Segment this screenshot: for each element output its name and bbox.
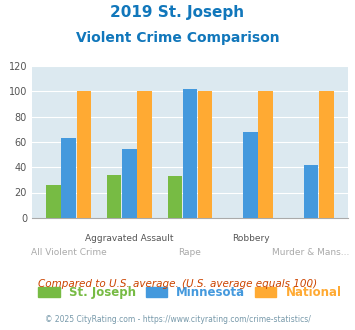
- Bar: [122, 149, 137, 218]
- Text: All Violent Crime: All Violent Crime: [31, 248, 106, 257]
- Legend: St. Joseph, Minnesota, National: St. Joseph, Minnesota, National: [34, 281, 346, 304]
- Bar: [168, 176, 182, 218]
- Text: © 2025 CityRating.com - https://www.cityrating.com/crime-statistics/: © 2025 CityRating.com - https://www.city…: [45, 315, 310, 324]
- Bar: [107, 175, 121, 218]
- Text: 2019 St. Joseph: 2019 St. Joseph: [110, 5, 245, 20]
- Bar: [77, 91, 91, 218]
- Bar: [319, 91, 334, 218]
- Bar: [61, 138, 76, 218]
- Text: Robbery: Robbery: [232, 235, 269, 244]
- Bar: [304, 165, 318, 218]
- Text: Violent Crime Comparison: Violent Crime Comparison: [76, 31, 279, 45]
- Text: Compared to U.S. average. (U.S. average equals 100): Compared to U.S. average. (U.S. average …: [38, 279, 317, 289]
- Bar: [137, 91, 152, 218]
- Bar: [46, 185, 61, 218]
- Bar: [243, 132, 258, 218]
- Text: Rape: Rape: [179, 248, 201, 257]
- Bar: [183, 89, 197, 218]
- Text: Murder & Mans...: Murder & Mans...: [272, 248, 350, 257]
- Bar: [258, 91, 273, 218]
- Text: Aggravated Assault: Aggravated Assault: [85, 235, 174, 244]
- Bar: [198, 91, 212, 218]
